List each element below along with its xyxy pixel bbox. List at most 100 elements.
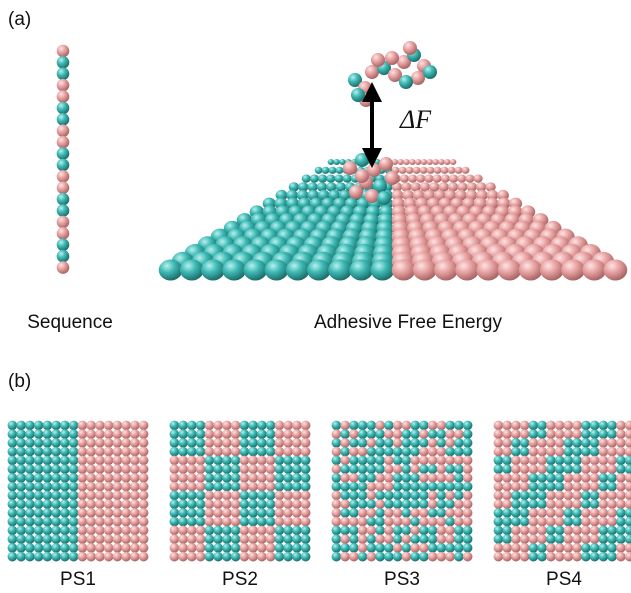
bead [8, 508, 18, 518]
bead [60, 543, 70, 553]
bead [113, 508, 123, 518]
bead [104, 552, 114, 562]
bead [402, 473, 412, 483]
bead [275, 517, 285, 527]
bead [590, 421, 600, 431]
bead [428, 517, 438, 527]
bead [51, 447, 61, 457]
bead [537, 482, 547, 492]
bead [222, 464, 232, 474]
bead [445, 464, 455, 474]
bead [60, 534, 70, 544]
bead [187, 508, 197, 518]
bead [139, 543, 149, 553]
bead [113, 499, 123, 509]
bead [607, 517, 617, 527]
bead [8, 447, 18, 457]
bead [205, 447, 215, 457]
bead [564, 421, 574, 431]
bead [231, 499, 241, 509]
bead [266, 491, 276, 501]
bead [222, 526, 232, 536]
bead [463, 464, 473, 474]
bead [419, 456, 429, 466]
bead [332, 517, 342, 527]
bead [292, 482, 302, 492]
bead [86, 552, 96, 562]
bead [581, 464, 591, 474]
bead [275, 464, 285, 474]
bead [187, 534, 197, 544]
bead [222, 508, 232, 518]
bead [213, 543, 223, 553]
bead [86, 534, 96, 544]
bead [437, 534, 447, 544]
bead [222, 429, 232, 439]
bead [240, 456, 250, 466]
bead [625, 534, 631, 544]
bead [139, 447, 149, 457]
bead [301, 499, 311, 509]
bead [301, 421, 311, 431]
bead [329, 167, 337, 174]
bead [178, 438, 188, 448]
bead [69, 526, 79, 536]
bead [170, 534, 180, 544]
bead [358, 473, 368, 483]
bead [139, 429, 149, 439]
bead [546, 517, 556, 527]
bead [502, 491, 512, 501]
bead [322, 167, 330, 174]
bead [332, 464, 342, 474]
bead [231, 447, 241, 457]
bead [564, 499, 574, 509]
bead [410, 508, 420, 518]
bead [625, 421, 631, 431]
bead [393, 464, 403, 474]
bead [393, 421, 403, 431]
bead [572, 456, 582, 466]
bead [266, 482, 276, 492]
bead [349, 552, 359, 562]
bead [60, 517, 70, 527]
bead [433, 174, 442, 182]
bead [301, 473, 311, 483]
bead [529, 482, 539, 492]
bead [358, 438, 368, 448]
bead [25, 438, 35, 448]
bead [69, 447, 79, 457]
bead [78, 491, 88, 501]
bead [57, 79, 70, 92]
bead [283, 517, 293, 527]
bead [572, 438, 582, 448]
bead [463, 491, 473, 501]
bead [25, 447, 35, 457]
bead [384, 464, 394, 474]
bead [130, 534, 140, 544]
bead [581, 473, 591, 483]
bead [438, 159, 445, 165]
bead [419, 491, 429, 501]
bead [196, 438, 206, 448]
bead [196, 464, 206, 474]
bead [332, 456, 342, 466]
bead [581, 534, 591, 544]
bead [599, 508, 609, 518]
bead [625, 526, 631, 536]
bead [57, 250, 70, 263]
bead [275, 508, 285, 518]
bead [34, 534, 44, 544]
bead [494, 517, 504, 527]
bead [60, 438, 70, 448]
bead [248, 429, 258, 439]
bead [463, 499, 473, 509]
bead [275, 499, 285, 509]
bead [607, 456, 617, 466]
bead [604, 260, 628, 281]
bead [104, 421, 114, 431]
bead [402, 517, 412, 527]
bead [43, 517, 53, 527]
bead [502, 456, 512, 466]
bead [445, 543, 455, 553]
bead [454, 517, 464, 527]
